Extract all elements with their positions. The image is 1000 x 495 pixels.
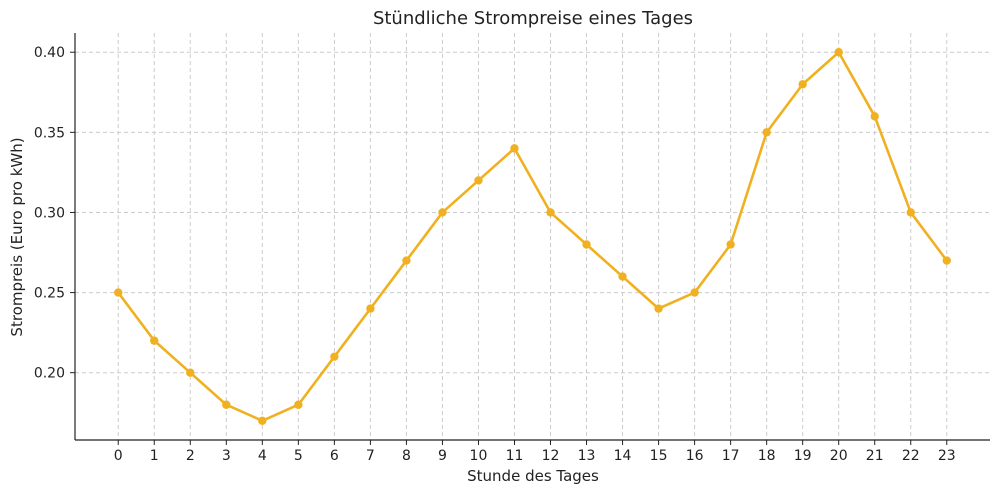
x-tick-label: 13 — [578, 448, 596, 464]
x-tick-label: 1 — [150, 448, 159, 464]
x-tick-label: 8 — [402, 448, 411, 464]
x-tick-label: 3 — [222, 448, 231, 464]
x-tick-label: 7 — [366, 448, 375, 464]
y-tick-label: 0.30 — [34, 205, 65, 221]
data-point — [438, 208, 447, 217]
data-point — [834, 48, 843, 57]
y-tick-label: 0.20 — [34, 366, 65, 382]
data-point — [222, 400, 231, 409]
x-tick-label: 15 — [650, 448, 668, 464]
x-tick-label: 22 — [902, 448, 920, 464]
x-axis-label: Stunde des Tages — [467, 467, 599, 485]
axes — [74, 33, 990, 441]
y-tick-label: 0.40 — [34, 45, 65, 61]
x-tick-label: 4 — [258, 448, 267, 464]
data-point — [186, 368, 195, 377]
x-tick-label: 0 — [114, 448, 123, 464]
chart-title: Stündliche Strompreise eines Tages — [373, 8, 693, 29]
series-line — [117, 50, 948, 423]
x-tick-label: 19 — [794, 448, 812, 464]
x-tick-label: 21 — [866, 448, 884, 464]
data-point — [906, 208, 915, 217]
data-point — [258, 416, 267, 425]
data-point — [114, 288, 123, 297]
data-point — [726, 240, 735, 249]
data-point — [654, 304, 663, 313]
data-point — [366, 304, 375, 313]
data-point — [870, 112, 879, 121]
x-tick-label: 5 — [294, 448, 303, 464]
data-point — [762, 128, 771, 137]
data-point — [330, 352, 339, 361]
x-tick-label: 20 — [830, 448, 848, 464]
x-tick-label: 2 — [186, 448, 195, 464]
x-tick-label: 23 — [938, 448, 956, 464]
x-tick-label: 9 — [438, 448, 447, 464]
x-ticks: 0 1 2 3 4 5 6 7 8 9 10 11 12 13 14 15 16 17 18 19 20 21 22 23 — [114, 440, 956, 464]
data-point — [582, 240, 591, 249]
data-point — [510, 144, 519, 153]
x-tick-label: 14 — [614, 448, 632, 464]
data-point — [618, 272, 627, 281]
x-tick-label: 18 — [758, 448, 776, 464]
x-tick-label: 10 — [470, 448, 488, 464]
data-point — [690, 288, 699, 297]
data-point — [150, 336, 159, 345]
x-tick-label: 12 — [542, 448, 560, 464]
y-ticks: 0.20 0.25 0.30 0.35 0.40 — [34, 45, 75, 382]
series — [114, 48, 951, 425]
x-tick-label: 17 — [722, 448, 740, 464]
grid — [75, 33, 990, 440]
data-point — [402, 256, 411, 265]
data-point — [798, 80, 807, 89]
x-tick-label: 16 — [686, 448, 704, 464]
y-tick-label: 0.35 — [34, 125, 65, 141]
x-tick-label: 11 — [506, 448, 524, 464]
data-point — [546, 208, 555, 217]
data-point — [942, 256, 951, 265]
data-point — [294, 400, 303, 409]
data-point — [474, 176, 483, 185]
y-tick-label: 0.25 — [34, 286, 65, 302]
x-tick-label: 6 — [330, 448, 339, 464]
y-axis-label: Strompreis (Euro pro kWh) — [8, 137, 26, 336]
